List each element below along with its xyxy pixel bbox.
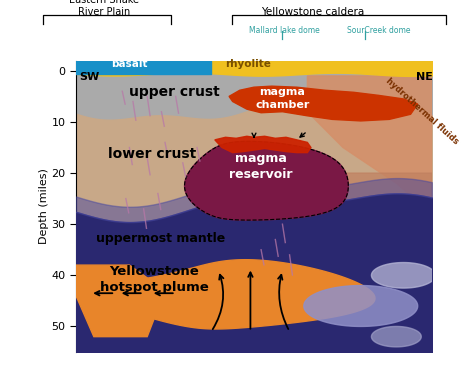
Text: hydrothermal fluids: hydrothermal fluids bbox=[384, 76, 460, 146]
Polygon shape bbox=[372, 262, 436, 288]
Text: lower crust: lower crust bbox=[108, 147, 196, 161]
Polygon shape bbox=[229, 86, 418, 121]
Text: magma
chamber: magma chamber bbox=[255, 87, 310, 110]
Text: Yellowstone
hotspot plume: Yellowstone hotspot plume bbox=[100, 265, 209, 294]
Polygon shape bbox=[372, 326, 421, 347]
Text: NE: NE bbox=[416, 72, 433, 82]
Text: magma
reservoir: magma reservoir bbox=[229, 152, 293, 181]
Polygon shape bbox=[184, 141, 348, 220]
Polygon shape bbox=[325, 173, 432, 250]
Text: Mallard lake dome: Mallard lake dome bbox=[249, 26, 320, 35]
Polygon shape bbox=[76, 265, 165, 337]
Text: SourCreek dome: SourCreek dome bbox=[347, 26, 411, 35]
Text: Eastern Snake
River Plain: Eastern Snake River Plain bbox=[69, 0, 139, 17]
Polygon shape bbox=[215, 136, 311, 153]
Text: Yellowstone caldera: Yellowstone caldera bbox=[261, 7, 365, 17]
Text: SW: SW bbox=[80, 72, 100, 82]
Polygon shape bbox=[304, 286, 418, 326]
Y-axis label: Depth (miles): Depth (miles) bbox=[39, 168, 49, 244]
Text: uppermost mantle: uppermost mantle bbox=[96, 232, 225, 245]
Polygon shape bbox=[307, 76, 432, 214]
Text: rhyolite: rhyolite bbox=[226, 59, 272, 69]
Polygon shape bbox=[97, 260, 375, 329]
Text: upper crust: upper crust bbox=[129, 86, 220, 99]
Text: basalt: basalt bbox=[111, 59, 148, 69]
